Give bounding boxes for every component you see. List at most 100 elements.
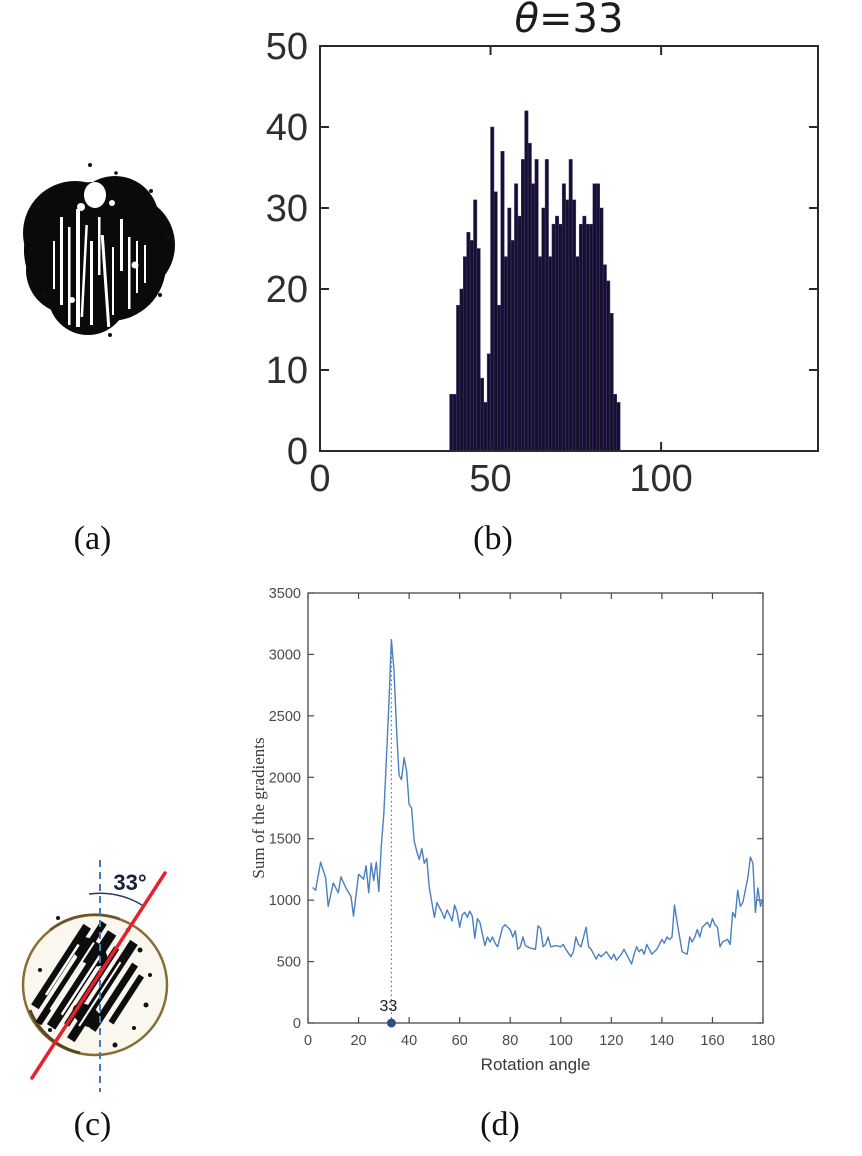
histogram-bar: [616, 402, 621, 452]
y-tick-label: 1500: [269, 832, 301, 848]
histogram-bar: [609, 313, 614, 452]
histogram-bar: [490, 126, 495, 452]
y-axis-label: Sum of the gradients: [250, 737, 268, 878]
histogram-bar: [534, 159, 539, 452]
y-tick-label: 30: [266, 188, 308, 230]
caption-c: (c): [73, 1106, 112, 1143]
histogram-bar: [551, 223, 556, 452]
histogram-bar: [480, 377, 484, 452]
histogram-bar: [473, 199, 478, 452]
y-tick-label: 500: [277, 955, 301, 971]
histogram-bar: [517, 215, 522, 452]
histogram-bar: [548, 256, 553, 452]
gradient-sum-series-line: [312, 638, 764, 965]
histogram-bar: [476, 248, 481, 452]
peak-angle-marker: [386, 1018, 396, 1028]
x-tick-label: 120: [599, 1033, 623, 1049]
x-axis-label: Rotation angle: [481, 1055, 591, 1074]
histogram-bar: [582, 215, 587, 452]
histogram-bar: [486, 353, 491, 452]
histogram-bar: [544, 159, 549, 452]
histogram-bar: [541, 207, 546, 452]
caption-d: (d): [480, 1106, 520, 1143]
histogram-bar: [521, 159, 525, 452]
x-tick-label: 160: [700, 1033, 724, 1049]
histogram-bar: [510, 240, 515, 452]
caption-a: (a): [73, 520, 112, 557]
peak-angle-marker-label: 33: [380, 998, 398, 1015]
y-tick-label: 20: [266, 269, 308, 311]
angle-value-label: 33°: [113, 870, 146, 895]
histogram-bar: [493, 191, 498, 452]
histogram-bar: [575, 256, 580, 452]
panel-d-line-chart: 0 20 40 60 80 100 120 140 160 180 0 500 1000 1500 2000…: [250, 586, 775, 1074]
y-tick-label: 2000: [269, 770, 301, 786]
x-tick-label: 60: [452, 1033, 468, 1049]
x-tick-label: 80: [502, 1033, 518, 1049]
histogram-bar: [497, 304, 502, 452]
y-tick-label: 1000: [269, 893, 301, 909]
histogram-bar: [507, 207, 512, 452]
histogram-bar: [456, 304, 461, 452]
histogram-bar: [524, 110, 529, 452]
chart-title: θ=33: [515, 0, 624, 42]
histogram-bar: [568, 159, 573, 452]
histogram-plot: 0 50 100 0 10 20 30 40 50 θ=33: [266, 0, 819, 500]
x-tick-label: 20: [350, 1033, 366, 1049]
histogram-bar: [572, 199, 577, 452]
histogram-bar: [596, 183, 600, 452]
histogram-bar: [561, 183, 566, 452]
histogram-bar: [555, 215, 560, 452]
caption-b: (b): [473, 520, 513, 557]
histogram-bar: [500, 151, 505, 452]
histogram-bar: [578, 223, 583, 452]
histogram-bar: [449, 394, 454, 452]
orientation-red-line: [30, 871, 167, 1080]
histogram-bar: [459, 288, 464, 452]
panel-a-binary-seed-image: [23, 163, 175, 337]
x-tick-label: 100: [629, 458, 692, 500]
binary-seed-blob: [23, 163, 175, 337]
histogram-bar: [589, 223, 594, 452]
y-tick-label: 40: [266, 107, 308, 149]
panel-c-angle-seed-image: 33°: [21, 860, 169, 1092]
y-tick-label: 3500: [269, 586, 301, 602]
axes-box: [307, 592, 764, 1024]
line-plot: 0 20 40 60 80 100 120 140 160 180 0 500 1000 1500 2000…: [250, 586, 775, 1074]
panel-b-histogram-chart: 0 50 100 0 10 20 30 40 50 θ=33: [266, 0, 819, 500]
histogram-bar: [592, 183, 597, 452]
angle-arc: [88, 892, 144, 907]
histogram-bar: [606, 280, 611, 452]
x-tick-label: 40: [401, 1033, 417, 1049]
histogram-bar: [514, 183, 519, 452]
y-tick-label: 3000: [269, 647, 301, 663]
histogram-bar: [527, 142, 532, 452]
histogram-bar: [613, 394, 617, 452]
histogram-bar: [585, 223, 590, 452]
histogram-bar: [565, 199, 570, 452]
histogram-bar: [602, 264, 607, 452]
y-tick-label: 2500: [269, 709, 301, 725]
y-tick-label: 10: [266, 350, 308, 392]
histogram-bars: [449, 110, 621, 452]
histogram-bar: [463, 256, 467, 452]
y-tick-label: 0: [287, 431, 308, 473]
histogram-bar: [599, 207, 604, 452]
x-tick-label: 50: [469, 458, 511, 500]
histogram-bar: [531, 183, 536, 452]
histogram-bar: [452, 394, 457, 452]
histogram-bar: [538, 256, 542, 452]
x-tick-label: 0: [309, 458, 330, 500]
y-tick-label: 0: [293, 1016, 301, 1032]
histogram-bar: [469, 240, 474, 452]
x-tick-label: 100: [549, 1033, 573, 1049]
histogram-bar: [466, 232, 471, 452]
histogram-bar: [558, 223, 563, 452]
x-tick-label: 140: [650, 1033, 674, 1049]
histogram-bar: [483, 402, 488, 452]
x-tick-label: 180: [751, 1033, 775, 1049]
seed-photo: [21, 913, 169, 1057]
histogram-bar: [503, 256, 508, 452]
axes-box: [319, 45, 819, 452]
